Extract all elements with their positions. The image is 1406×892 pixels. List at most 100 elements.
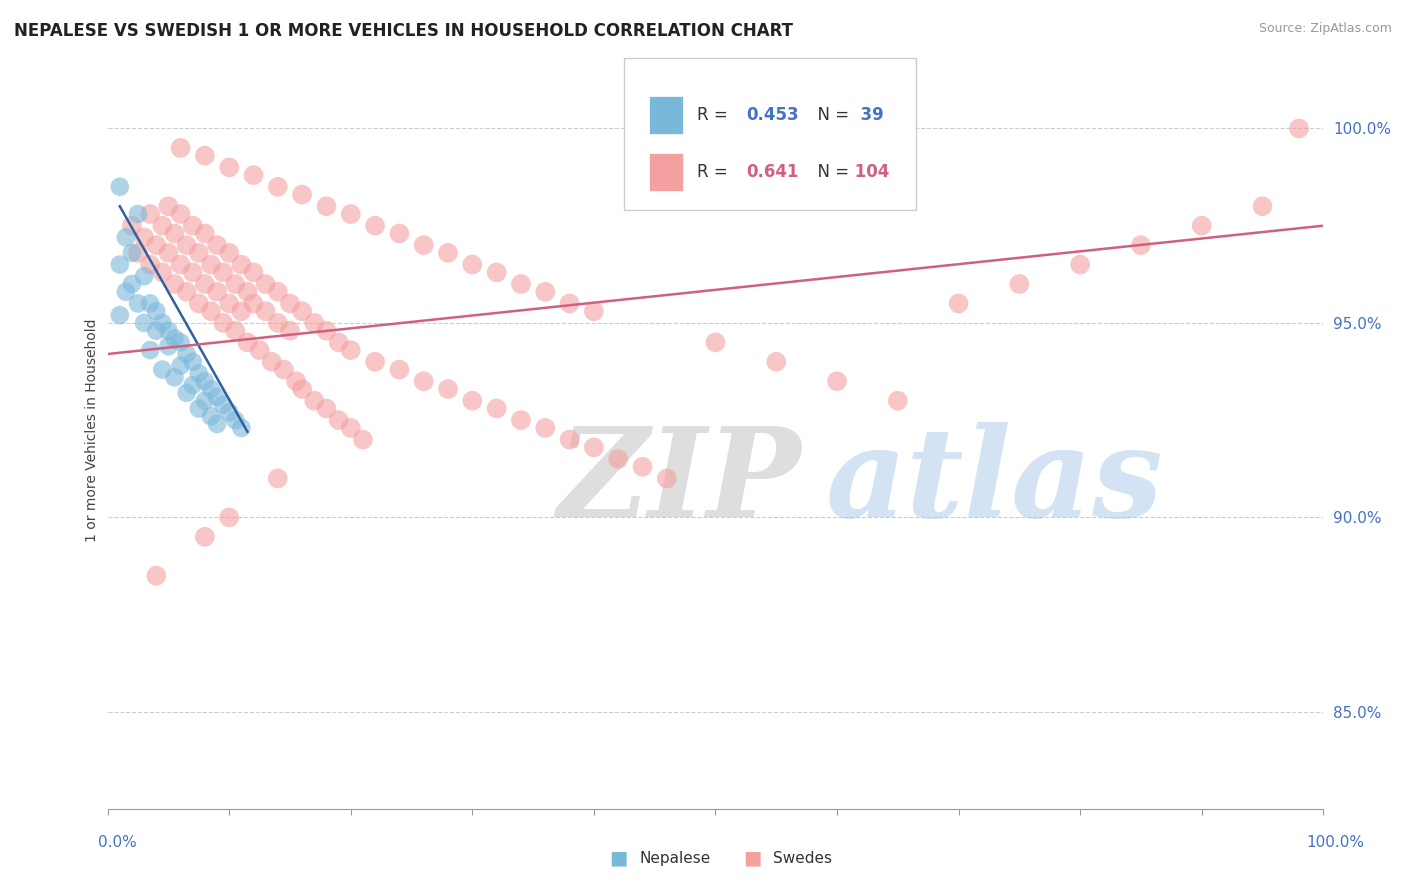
Point <box>205 285 228 299</box>
Point <box>328 413 350 427</box>
Point <box>339 421 361 435</box>
Point <box>461 393 484 408</box>
Point <box>218 161 240 175</box>
Point <box>157 246 180 260</box>
Point <box>115 230 138 244</box>
Point <box>254 277 277 291</box>
Point <box>607 452 630 467</box>
Point <box>205 238 228 252</box>
Point <box>157 199 180 213</box>
FancyBboxPatch shape <box>624 58 917 210</box>
Point <box>1191 219 1213 233</box>
Point <box>278 296 301 310</box>
Point <box>108 308 131 322</box>
Point <box>145 324 167 338</box>
Point <box>485 265 508 279</box>
Point <box>291 382 314 396</box>
Point <box>315 401 337 416</box>
Point <box>200 258 222 272</box>
Point <box>412 238 434 252</box>
FancyBboxPatch shape <box>648 153 683 191</box>
Point <box>437 246 460 260</box>
Point <box>139 296 162 310</box>
Point <box>200 304 222 318</box>
Point <box>194 149 217 163</box>
Point <box>558 433 581 447</box>
Point <box>1008 277 1031 291</box>
Point <box>224 413 246 427</box>
Text: ZIP: ZIP <box>557 422 801 544</box>
Point <box>139 343 162 358</box>
Text: R =: R = <box>697 106 733 124</box>
Point <box>242 168 264 182</box>
Text: ■: ■ <box>609 848 628 868</box>
Point <box>212 398 235 412</box>
Point <box>145 304 167 318</box>
Point <box>236 285 259 299</box>
Text: R =: R = <box>697 163 733 181</box>
Point <box>364 355 387 369</box>
Point <box>194 277 217 291</box>
Point <box>127 246 149 260</box>
Point <box>176 347 198 361</box>
Point <box>510 277 533 291</box>
Point <box>145 568 167 582</box>
Point <box>260 355 283 369</box>
Point <box>212 265 235 279</box>
Point <box>169 258 191 272</box>
Point <box>163 370 186 384</box>
Text: atlas: atlas <box>825 422 1163 544</box>
Y-axis label: 1 or more Vehicles in Household: 1 or more Vehicles in Household <box>86 318 100 541</box>
Point <box>127 207 149 221</box>
Point <box>181 378 204 392</box>
Point <box>157 324 180 338</box>
Text: 100.0%: 100.0% <box>1306 836 1364 850</box>
Point <box>1251 199 1274 213</box>
Point <box>194 374 217 388</box>
Point <box>139 258 162 272</box>
Point <box>224 277 246 291</box>
Point <box>534 421 557 435</box>
Point <box>163 331 186 345</box>
Point <box>181 355 204 369</box>
Point <box>150 265 173 279</box>
Point <box>218 246 240 260</box>
Point <box>1129 238 1152 252</box>
Point <box>163 227 186 241</box>
Point <box>315 324 337 338</box>
Point <box>655 471 678 485</box>
Point <box>231 258 253 272</box>
FancyBboxPatch shape <box>648 96 683 134</box>
Point <box>218 510 240 524</box>
Point <box>132 316 155 330</box>
Point <box>267 316 290 330</box>
Point <box>157 339 180 353</box>
Point <box>169 207 191 221</box>
Point <box>339 343 361 358</box>
Point <box>1069 258 1091 272</box>
Point <box>582 441 605 455</box>
Text: ■: ■ <box>742 848 762 868</box>
Point <box>231 304 253 318</box>
Text: Source: ZipAtlas.com: Source: ZipAtlas.com <box>1258 22 1392 36</box>
Point <box>534 285 557 299</box>
Text: N =: N = <box>807 163 849 181</box>
Point <box>291 187 314 202</box>
Point <box>187 401 209 416</box>
Point <box>339 207 361 221</box>
Point <box>121 246 143 260</box>
Point <box>108 258 131 272</box>
Point <box>461 258 484 272</box>
Point <box>181 219 204 233</box>
Point <box>304 393 326 408</box>
Point <box>205 417 228 431</box>
Point <box>558 296 581 310</box>
Point <box>121 277 143 291</box>
Point <box>176 285 198 299</box>
Text: Swedes: Swedes <box>773 851 832 865</box>
Point <box>1288 121 1310 136</box>
Point <box>352 433 374 447</box>
Point <box>437 382 460 396</box>
Point <box>176 385 198 400</box>
Text: 104: 104 <box>849 163 890 181</box>
